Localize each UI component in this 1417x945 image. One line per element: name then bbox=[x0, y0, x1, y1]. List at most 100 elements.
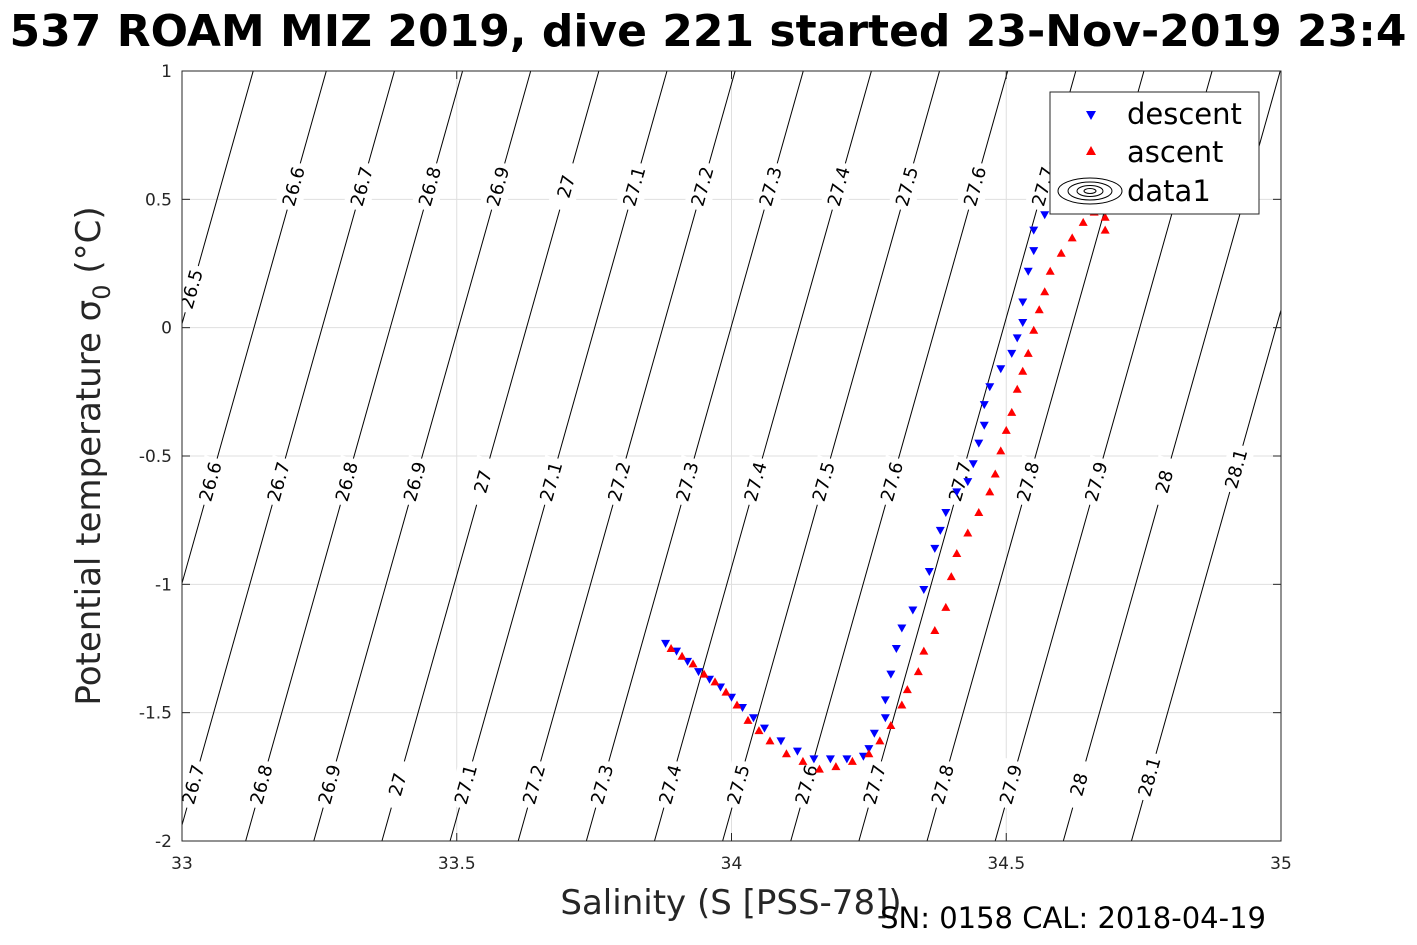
isopycnal-label: 26.7 bbox=[178, 763, 209, 807]
descent-point bbox=[968, 460, 978, 469]
isopycnal-label-bg bbox=[736, 455, 775, 509]
descent-point bbox=[880, 714, 890, 723]
ascent-point bbox=[985, 487, 995, 496]
descent-point bbox=[759, 724, 769, 733]
isopycnal-label-bg bbox=[751, 159, 790, 214]
ascent-point bbox=[688, 659, 698, 668]
descent-point bbox=[996, 365, 1006, 374]
isopycnal-label-bg bbox=[819, 159, 858, 214]
legend-descent-label: descent bbox=[1127, 97, 1242, 131]
descent-point bbox=[985, 383, 995, 392]
descent-point bbox=[661, 639, 671, 648]
isopycnal-label: 26.9 bbox=[315, 763, 346, 807]
descent-point bbox=[919, 585, 929, 594]
descent-point bbox=[1029, 226, 1039, 235]
isopycnal-label-bg bbox=[515, 757, 554, 812]
descent-point bbox=[1018, 298, 1028, 307]
descent-point bbox=[858, 752, 868, 761]
isopycnal-label-bg bbox=[342, 159, 381, 214]
isopycnal-label-bg bbox=[1130, 750, 1169, 804]
isopycnal-label: 26.8 bbox=[415, 165, 446, 209]
isopycnal-label: 27.5 bbox=[892, 165, 923, 209]
ascent-point bbox=[864, 749, 874, 758]
ascent-point bbox=[743, 715, 753, 724]
ascent-point bbox=[919, 646, 929, 655]
ascent-point bbox=[902, 685, 912, 694]
isopycnal-label-bg bbox=[583, 757, 622, 812]
legend: descent ascent data1 bbox=[1049, 91, 1260, 215]
ascent-point bbox=[974, 507, 984, 516]
isopycnal-label: 28.1 bbox=[1134, 755, 1165, 799]
ascent-point bbox=[897, 700, 907, 709]
ascent-point bbox=[1034, 305, 1044, 314]
isopycnal-label: 26.7 bbox=[264, 460, 295, 504]
isopycnal-label-bg bbox=[887, 159, 927, 214]
isopycnal-label-bg bbox=[804, 455, 843, 509]
ascent-point bbox=[1100, 225, 1110, 234]
descent-point bbox=[1023, 267, 1033, 276]
descent-point bbox=[974, 439, 984, 448]
isopycnal-label-bg bbox=[1217, 442, 1256, 496]
descent-point bbox=[963, 478, 973, 487]
isopycnal-label-bg bbox=[1060, 757, 1099, 812]
isopycnal-label: 27.4 bbox=[824, 165, 855, 209]
y-tick-label: -1 bbox=[155, 575, 172, 595]
ascent-point bbox=[1040, 287, 1050, 296]
isopycnal-label-bg bbox=[464, 455, 503, 509]
isopycnal-label-bg bbox=[956, 159, 995, 214]
isopycnal-label: 27.1 bbox=[451, 763, 482, 807]
isopycnal-label-bg bbox=[941, 455, 980, 509]
ascent-point bbox=[875, 736, 885, 745]
ascent-point bbox=[1067, 233, 1077, 242]
isopycnal-label-bg bbox=[600, 455, 639, 509]
isopycnal-label: 27.4 bbox=[655, 763, 686, 807]
y-tick-label: -1.5 bbox=[139, 704, 172, 724]
legend-descent-marker bbox=[1086, 111, 1096, 120]
ascent-point bbox=[1023, 348, 1033, 357]
isopycnal-label: 27.9 bbox=[1081, 460, 1112, 504]
y-axis-label-main: Potential temperature σ bbox=[69, 300, 109, 706]
y-axis-label-subscript: 0 bbox=[88, 284, 116, 299]
isopycnal-line bbox=[182, 71, 254, 326]
ascent-point bbox=[1018, 366, 1028, 375]
x-tick-label: 35 bbox=[1270, 854, 1292, 874]
ascent-point bbox=[1100, 212, 1110, 221]
descent-point bbox=[880, 696, 890, 705]
isopycnal-label: 26.9 bbox=[483, 165, 514, 209]
axis-ticks: 33 33.5 34 34.5 35 1 0.5 0 -0.5 -1 -1.5 -2 bbox=[139, 62, 1292, 874]
descent-point bbox=[672, 647, 682, 656]
isopycnal-label: 27.1 bbox=[619, 165, 650, 209]
isopycnal-label: 26.9 bbox=[400, 460, 431, 504]
isopycnal-label: 27.8 bbox=[1013, 460, 1044, 504]
data-points bbox=[661, 198, 1110, 773]
ascent-point bbox=[1056, 248, 1066, 257]
isopycnal-label-bg bbox=[411, 159, 450, 214]
ascent-point bbox=[952, 549, 962, 558]
descent-point bbox=[727, 693, 736, 702]
isopycnal-label: 26.6 bbox=[279, 165, 310, 209]
descent-point bbox=[897, 624, 907, 633]
y-axis-label-unit: (°C) bbox=[69, 206, 109, 284]
ascent-point bbox=[941, 602, 951, 611]
descent-point bbox=[776, 737, 786, 746]
descent-point bbox=[737, 704, 747, 713]
descent-point bbox=[864, 745, 874, 754]
ascent-point bbox=[913, 667, 923, 676]
isopycnal-label-bg bbox=[923, 757, 962, 812]
isopycnal-label-bg bbox=[191, 455, 230, 509]
ascent-point bbox=[814, 764, 824, 773]
isopycnal-label-bg bbox=[446, 757, 485, 812]
descent-point bbox=[705, 675, 715, 684]
isopycnal-label: 27.1 bbox=[536, 460, 567, 504]
isopycnal-label-bg bbox=[1145, 455, 1184, 509]
ascent-point bbox=[847, 756, 857, 765]
descent-point bbox=[869, 729, 879, 738]
serial-calibration-footer: SN: 0158 CAL: 2018-04-19 bbox=[880, 901, 1266, 935]
x-tick-label: 33.5 bbox=[438, 854, 476, 874]
descent-point bbox=[1012, 334, 1022, 343]
ascent-point bbox=[732, 700, 742, 709]
isopycnal-label-bg bbox=[106, 758, 144, 811]
x-tick-label: 34 bbox=[721, 854, 743, 874]
isopycnal-label-bg bbox=[683, 159, 722, 214]
descent-point bbox=[930, 544, 940, 553]
